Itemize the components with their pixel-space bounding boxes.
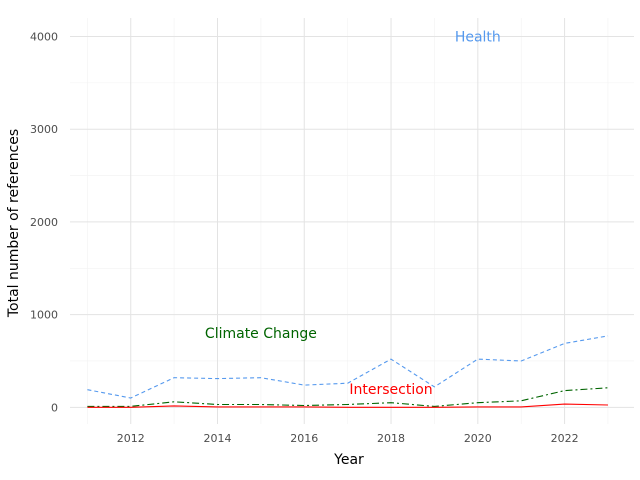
x-tick-label: 2016 [290, 432, 318, 445]
x-axis-title: Year [333, 452, 364, 468]
y-tick-labels: 0 1000 2000 3000 4000 [30, 31, 58, 415]
annotation-climate-change: Climate Change [205, 326, 317, 342]
series-line-climate-change [87, 387, 609, 407]
x-tick-label: 2018 [377, 432, 405, 445]
minor-gridlines [70, 18, 634, 424]
annotation-intersection: Intersection [349, 382, 432, 398]
series-lines [87, 335, 609, 408]
x-tick-label: 2020 [464, 432, 492, 445]
series-line-intersection [87, 403, 609, 408]
y-tick-label: 1000 [30, 309, 58, 322]
x-tick-label: 2014 [204, 432, 232, 445]
y-tick-label: 3000 [30, 123, 58, 136]
y-axis-title: Total number of references [6, 129, 22, 318]
series-line-health [87, 335, 609, 399]
y-tick-label: 0 [51, 401, 58, 414]
series-annotations: Health Climate Change Intersection [205, 30, 501, 398]
x-tick-label: 2012 [117, 432, 145, 445]
annotation-health: Health [455, 30, 501, 46]
major-gridlines [70, 18, 634, 424]
x-tick-labels: 2012 2014 2016 2018 2020 2022 [117, 432, 579, 445]
x-tick-label: 2022 [551, 432, 579, 445]
y-tick-label: 2000 [30, 216, 58, 229]
y-tick-label: 4000 [30, 31, 58, 44]
